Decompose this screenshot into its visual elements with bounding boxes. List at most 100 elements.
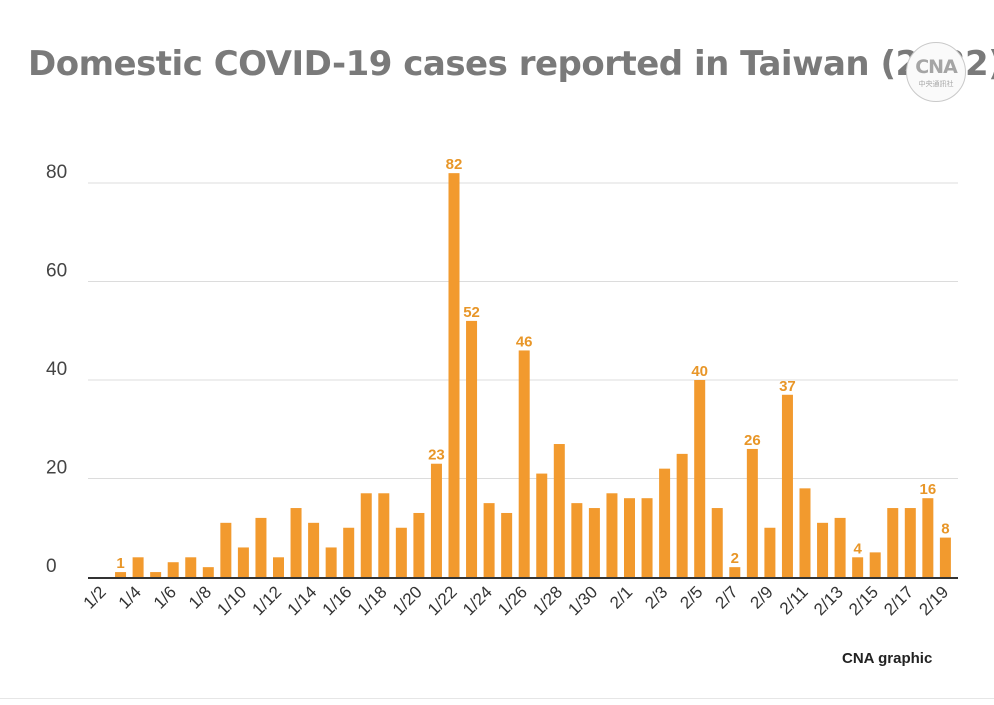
bar-2/11 bbox=[799, 488, 811, 577]
bar-1/25 bbox=[501, 512, 513, 577]
x-axis-ticks: 1/2 1/4 1/6 1/81/101/121/141/161/181/201/22… bbox=[80, 582, 953, 619]
x-tick-label-2/19: 2/19 bbox=[915, 582, 952, 619]
bar-2/9 bbox=[764, 527, 776, 577]
bar-1/3 bbox=[115, 572, 127, 577]
data-label-2/18: 16 bbox=[920, 481, 937, 498]
bar-1/7 bbox=[185, 557, 197, 577]
bar-1/24 bbox=[483, 503, 495, 577]
bar-1/30 bbox=[588, 508, 600, 577]
x-tick-label-2/11: 2/11 bbox=[776, 582, 812, 618]
bar-2/12 bbox=[817, 522, 829, 577]
data-label-1/3: 1 bbox=[116, 555, 124, 572]
data-labels: 1 23 82 52 46 40 2 26 37 4 16 8 bbox=[116, 156, 949, 572]
bar-1/13 bbox=[290, 508, 302, 577]
chart-title: Domestic COVID-19 cases reported in Taiw… bbox=[28, 44, 994, 84]
bar-1/5 bbox=[150, 572, 162, 577]
bar-2/1 bbox=[624, 498, 635, 577]
x-tick-label-1/12: 1/12 bbox=[248, 582, 285, 619]
x-tick-label-1/22: 1/22 bbox=[424, 582, 461, 619]
x-tick-label-1/26: 1/26 bbox=[494, 582, 531, 619]
credit-text: CNA graphic bbox=[842, 650, 933, 667]
y-tick-label-80: 80 bbox=[46, 162, 67, 183]
bar-1/19 bbox=[395, 527, 407, 577]
bar-1/22 bbox=[448, 173, 460, 577]
data-label-2/10: 37 bbox=[779, 378, 796, 395]
x-tick-label-1/10: 1/10 bbox=[213, 582, 250, 619]
bar-1/16 bbox=[343, 527, 355, 577]
bar-1/31 bbox=[606, 493, 618, 577]
bar-2/6 bbox=[711, 508, 723, 577]
data-label-2/19: 8 bbox=[941, 521, 949, 538]
x-tick-label-1/28: 1/28 bbox=[529, 582, 566, 619]
x-tick-label-1/16: 1/16 bbox=[319, 582, 356, 619]
data-label-2/14: 4 bbox=[853, 540, 862, 557]
x-tick-label-2/5: 2/5 bbox=[676, 582, 706, 612]
bar-1/26 bbox=[518, 350, 530, 577]
data-label-1/22: 82 bbox=[446, 156, 463, 173]
y-axis-ticks: 0 20 40 60 80 bbox=[46, 162, 67, 577]
bar-1/6 bbox=[167, 562, 179, 577]
y-tick-label-40: 40 bbox=[46, 359, 67, 380]
x-tick-label-2/15: 2/15 bbox=[845, 582, 882, 619]
bar-1/20 bbox=[413, 512, 425, 577]
data-label-1/21: 23 bbox=[428, 447, 445, 464]
bar-1/28 bbox=[553, 444, 565, 577]
bar-1/9 bbox=[220, 522, 232, 577]
x-tick-label-1/6: 1/6 bbox=[150, 582, 180, 612]
bar-1/27 bbox=[536, 473, 548, 577]
cna-logo: CNA 中央通訊社 bbox=[906, 42, 966, 102]
x-tick-label-1/24: 1/24 bbox=[459, 582, 496, 619]
x-tick-label-2/3: 2/3 bbox=[641, 582, 671, 612]
data-label-2/5: 40 bbox=[691, 363, 708, 380]
bar-1/11 bbox=[255, 517, 267, 577]
bar-2/5 bbox=[694, 380, 706, 577]
bar-1/8 bbox=[202, 567, 214, 577]
y-tick-label-20: 20 bbox=[46, 458, 67, 479]
x-tick-label-2/17: 2/17 bbox=[880, 582, 917, 619]
data-label-2/8: 26 bbox=[744, 432, 761, 449]
footer-divider bbox=[0, 698, 994, 699]
x-tick-label-2/7: 2/7 bbox=[711, 582, 741, 612]
x-tick-label-1/30: 1/30 bbox=[564, 582, 601, 619]
bar-2/8 bbox=[746, 448, 758, 577]
bar-2/13 bbox=[834, 517, 846, 577]
data-label-1/26: 46 bbox=[516, 333, 533, 350]
y-tick-label-60: 60 bbox=[46, 261, 67, 282]
x-tick-label-1/4: 1/4 bbox=[115, 582, 145, 612]
cna-logo-subtitle: 中央通訊社 bbox=[918, 80, 954, 88]
bar-1/14 bbox=[308, 522, 320, 577]
bar-1/29 bbox=[571, 503, 583, 577]
data-label-1/23: 52 bbox=[463, 304, 480, 321]
bar-2/10 bbox=[781, 394, 793, 577]
bar-1/12 bbox=[273, 557, 284, 577]
bar-1/17 bbox=[360, 493, 372, 577]
cna-logo-mark: CNA bbox=[915, 56, 958, 78]
bars bbox=[115, 173, 951, 577]
bar-1/10 bbox=[237, 547, 249, 577]
y-tick-label-0: 0 bbox=[46, 556, 57, 577]
x-tick-label-2/13: 2/13 bbox=[810, 582, 847, 619]
bar-2/16 bbox=[887, 508, 899, 577]
bar-1/15 bbox=[325, 547, 337, 577]
bar-2/14 bbox=[852, 557, 864, 577]
x-tick-label-2/9: 2/9 bbox=[747, 582, 777, 612]
data-label-2/7: 2 bbox=[731, 550, 739, 567]
bar-2/3 bbox=[659, 468, 671, 577]
bar-2/18 bbox=[922, 498, 934, 577]
bar-1/23 bbox=[466, 320, 478, 577]
x-tick-label-1/18: 1/18 bbox=[354, 582, 391, 619]
bar-2/15 bbox=[869, 552, 881, 577]
bar-1/21 bbox=[430, 463, 442, 577]
bar-1/4 bbox=[132, 557, 144, 577]
bar-2/19 bbox=[939, 537, 951, 577]
bar-2/7 bbox=[729, 567, 741, 577]
bar-2/2 bbox=[641, 498, 653, 577]
bar-2/4 bbox=[676, 453, 688, 577]
bar-1/18 bbox=[378, 493, 390, 577]
x-tick-label-2/1: 2/1 bbox=[606, 582, 636, 612]
x-tick-label-1/2: 1/2 bbox=[80, 582, 110, 612]
x-tick-label-1/8: 1/8 bbox=[185, 582, 215, 612]
bar-2/17 bbox=[904, 508, 916, 577]
